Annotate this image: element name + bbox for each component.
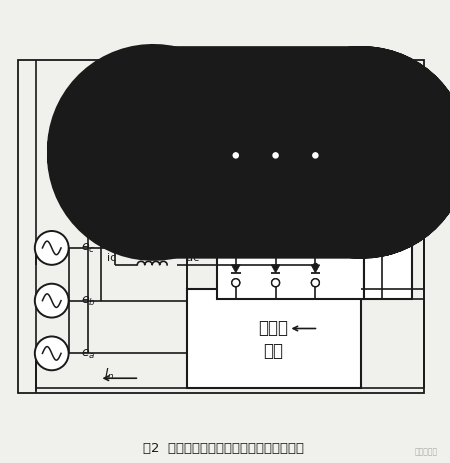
Circle shape [35, 232, 69, 265]
Text: ia: ia [80, 205, 90, 215]
Circle shape [232, 279, 240, 287]
Polygon shape [271, 166, 280, 174]
Polygon shape [231, 265, 240, 273]
Text: Lc: Lc [151, 250, 163, 260]
Text: = c1: = c1 [367, 164, 390, 174]
Text: 电子发烧友: 电子发烧友 [414, 447, 438, 456]
Circle shape [35, 337, 69, 370]
Bar [18, 61, 424, 393]
Text: ic: ic [108, 252, 117, 263]
Circle shape [272, 152, 279, 160]
Circle shape [232, 279, 240, 287]
Text: $e_c$: $e_c$ [81, 242, 95, 255]
Text: uc: uc [186, 252, 200, 263]
Text: uc2: uc2 [337, 244, 354, 253]
Polygon shape [311, 265, 320, 273]
Bar [217, 119, 364, 299]
Text: ua: ua [186, 205, 200, 215]
Polygon shape [311, 166, 320, 174]
Circle shape [311, 152, 320, 160]
Bar [187, 289, 361, 388]
Text: ub: ub [186, 229, 200, 238]
Circle shape [232, 152, 240, 160]
Text: uc1: uc1 [337, 164, 354, 174]
Text: 负载: 负载 [264, 342, 284, 360]
Circle shape [35, 284, 69, 318]
Text: 非线性: 非线性 [259, 318, 288, 336]
Text: $e_a$: $e_a$ [81, 347, 95, 360]
Circle shape [311, 279, 320, 287]
Text: id: id [406, 148, 416, 158]
Text: 图2  电容中点式三相四线有源滤波器主电路: 图2 电容中点式三相四线有源滤波器主电路 [144, 441, 304, 454]
Text: = c2: = c2 [367, 247, 390, 257]
Text: OV: OV [362, 204, 382, 217]
Text: La: La [151, 203, 164, 213]
Text: ud: ud [432, 202, 448, 215]
Text: $I_n$: $I_n$ [104, 366, 115, 381]
Text: $e_b$: $e_b$ [81, 294, 95, 307]
Circle shape [272, 279, 279, 287]
Circle shape [272, 279, 279, 287]
Polygon shape [271, 265, 280, 273]
Polygon shape [231, 166, 240, 174]
Circle shape [311, 279, 320, 287]
Bar [364, 119, 412, 299]
Text: Lb: Lb [150, 226, 164, 237]
Text: ib: ib [94, 229, 104, 238]
